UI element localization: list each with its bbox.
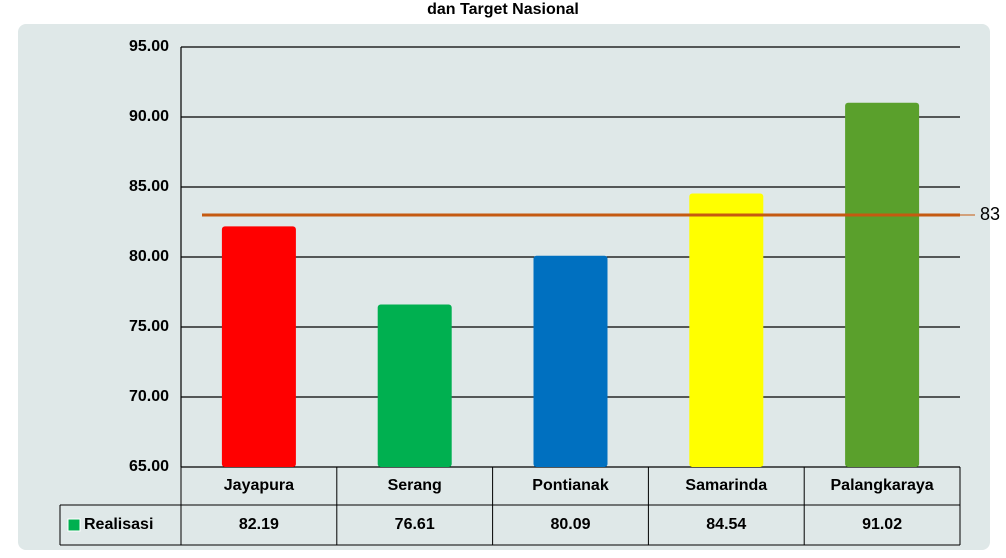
bar	[221, 226, 296, 467]
y-tick-label: 90.00	[129, 108, 169, 125]
x-tick-label: Serang	[388, 477, 442, 494]
y-tick-label: 75.00	[129, 318, 169, 335]
y-tick-label: 95.00	[129, 38, 169, 55]
x-tick-label: Pontianak	[532, 477, 609, 494]
y-tick-label: 70.00	[129, 388, 169, 405]
chart-title: dan Target Nasional	[427, 1, 579, 18]
y-tick-label: 80.00	[129, 248, 169, 265]
bar	[377, 304, 452, 467]
legend-label: Realisasi	[84, 516, 153, 533]
table-value: 80.09	[550, 516, 590, 533]
x-tick-label: Jayapura	[224, 477, 294, 494]
y-tick-label: 65.00	[129, 458, 169, 475]
legend-swatch	[67, 518, 81, 532]
table-value: 84.54	[706, 516, 746, 533]
table-value: 82.19	[239, 516, 279, 533]
bar	[845, 102, 920, 467]
y-tick-label: 85.00	[129, 178, 169, 195]
table-value: 76.61	[395, 516, 435, 533]
x-tick-label: Samarinda	[685, 477, 767, 494]
bar	[689, 193, 764, 467]
x-tick-label: Palangkaraya	[831, 477, 934, 494]
table-value: 91.02	[862, 516, 902, 533]
target-label: 83	[980, 204, 1000, 224]
bar	[533, 255, 608, 467]
